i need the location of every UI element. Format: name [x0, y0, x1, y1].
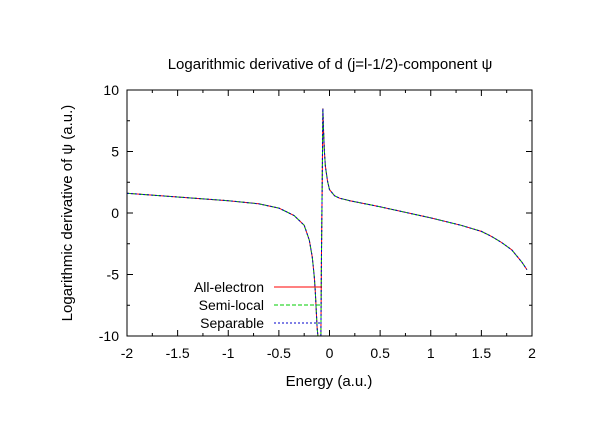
x-tick-label: 1 — [427, 345, 435, 361]
plot-frame — [126, 89, 533, 337]
x-tick-label: 1.5 — [472, 345, 492, 361]
series-layer — [126, 108, 528, 337]
x-tick-label: -1 — [222, 345, 235, 361]
x-tick-label: -0.5 — [267, 345, 291, 361]
y-axis-label: Logarithmic derivative of ψ (a.u.) — [59, 105, 76, 322]
series-line-semi-local-3 — [320, 108, 528, 337]
y-tick-label: 10 — [103, 82, 119, 98]
y-tick-label: 5 — [111, 144, 119, 160]
x-axis: -2 -1.5 -1 -0.5 0 0.5 1 1.5 2 — [121, 90, 536, 361]
series-line-all-electron-1 — [320, 108, 528, 337]
x-axis-label: Energy (a.u.) — [286, 373, 373, 390]
x-tick-label: 0.5 — [370, 345, 390, 361]
series-line-semi-local-2 — [126, 192, 319, 337]
y-tick-label: -5 — [107, 267, 120, 283]
y-tick-label: 0 — [111, 205, 119, 221]
legend-label: All-electron — [194, 279, 264, 295]
x-tick-label: 0 — [326, 345, 334, 361]
series-line-separable-5 — [320, 108, 528, 337]
chart-title: Logarithmic derivative of d (j=l-1/2)-co… — [168, 56, 493, 73]
x-tick-label: -1.5 — [166, 345, 190, 361]
y-tick-label: -10 — [99, 328, 119, 344]
legend-label: Semi-local — [199, 297, 264, 313]
legend-label: Separable — [200, 315, 264, 331]
y-axis: -10 -5 0 5 10 — [99, 82, 532, 344]
x-tick-label: 2 — [528, 345, 536, 361]
legend: All-electron Semi-local Separable — [194, 279, 322, 331]
x-tick-label: -2 — [121, 345, 134, 361]
